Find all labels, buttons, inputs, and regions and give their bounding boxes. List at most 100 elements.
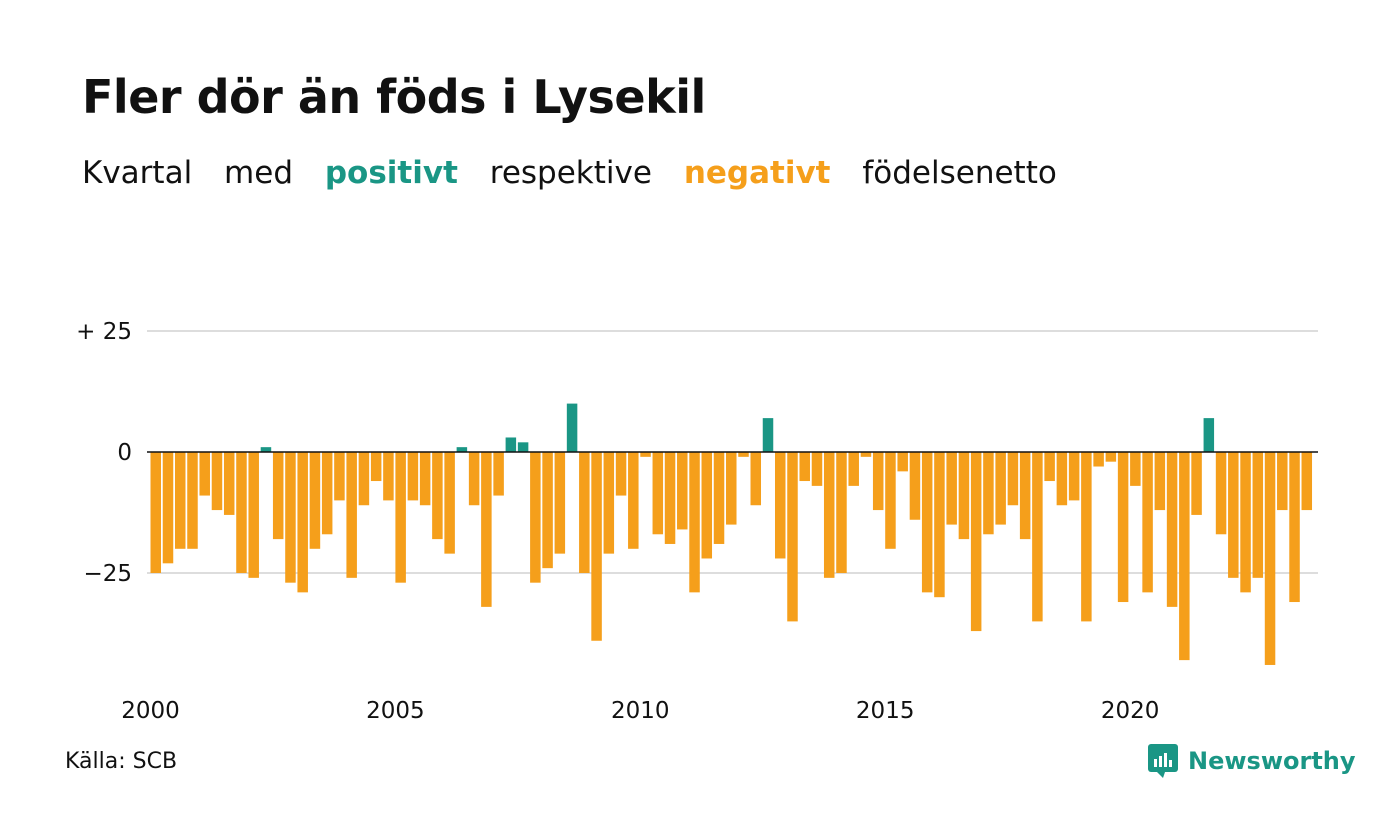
bar-negative [187, 452, 198, 549]
bar-negative [370, 452, 382, 482]
bar-negative [909, 452, 921, 520]
bar-negative [652, 452, 664, 535]
bar-negative [897, 452, 908, 472]
bar-negative [1228, 452, 1239, 578]
bar-negative [297, 452, 308, 593]
x-tick-label: 2010 [611, 698, 670, 724]
brand-logo[interactable]: Newsworthy [1148, 744, 1356, 778]
bar-negative [970, 452, 982, 632]
bar-negative [468, 452, 480, 506]
x-tick-label: 2005 [366, 698, 425, 724]
bar-negative [236, 452, 247, 573]
bar-negative [1215, 452, 1227, 535]
bar-chart: + 25 0 −25 2000 2005 2010 2015 2020 [76, 319, 1318, 724]
bar-negative [628, 452, 639, 549]
bar-negative [713, 452, 725, 544]
bar-negative [542, 452, 553, 569]
bar-negative [1105, 452, 1117, 462]
bar-negative [1117, 452, 1129, 603]
bar-negative [860, 452, 872, 457]
y-tick-label: 0 [117, 440, 132, 466]
bar-negative [223, 452, 235, 515]
bar-negative [444, 452, 455, 554]
bar-negative [1154, 452, 1166, 511]
bar-negative [1301, 452, 1313, 511]
bar-negative [787, 452, 798, 622]
bar-negative [640, 452, 651, 457]
y-tick-label: + 25 [76, 319, 132, 345]
subtitle-word: Kvartal [82, 155, 193, 191]
subtitle-word: födelsenetto [862, 155, 1057, 191]
bar-negative [419, 452, 431, 506]
x-tick-label: 2015 [856, 698, 915, 724]
bar-negative [701, 452, 713, 559]
bar-negative [1264, 452, 1276, 665]
bar-negative [1044, 452, 1055, 482]
bar-negative [750, 452, 762, 506]
bar-negative [407, 452, 419, 501]
bar-negative [272, 452, 284, 540]
subtitle-negative-label: negativt [683, 155, 831, 191]
bar-negative [481, 452, 492, 607]
bar-negative [395, 452, 406, 583]
bar-negative [162, 452, 174, 564]
bar-negative [677, 452, 688, 530]
bar-negative [321, 452, 333, 535]
bar-positive [762, 418, 774, 452]
bar-layer [150, 403, 1313, 665]
bar-negative [1007, 452, 1019, 506]
bar-negative [591, 452, 602, 641]
bar-negative [199, 452, 210, 496]
bar-negative [689, 452, 700, 593]
bar-negative [1277, 452, 1288, 511]
x-tick-label: 2000 [121, 698, 180, 724]
bar-negative [726, 452, 737, 525]
subtitle-word: med [224, 155, 293, 191]
newsworthy-logo-icon [1148, 744, 1178, 778]
source-note: Källa: SCB [65, 749, 178, 774]
subtitle-positive-label: positivt [324, 155, 458, 191]
bar-positive [1203, 418, 1215, 452]
bar-negative [799, 452, 810, 482]
bar-negative [432, 452, 443, 540]
bar-negative [811, 452, 823, 486]
bar-negative [1142, 452, 1153, 593]
bar-negative [346, 452, 357, 578]
bar-negative [1130, 452, 1141, 486]
bar-negative [174, 452, 186, 549]
bar-negative [1019, 452, 1031, 540]
bar-negative [1093, 452, 1104, 467]
bar-negative [848, 452, 859, 486]
bar-negative [664, 452, 676, 544]
bar-negative [983, 452, 994, 535]
bar-negative [211, 452, 223, 511]
bar-negative [383, 452, 394, 501]
bar-negative [603, 452, 615, 554]
chart-subtitle: Kvartal med positivt respektive negativt… [82, 155, 1079, 191]
bar-negative [615, 452, 627, 496]
bar-negative [934, 452, 945, 598]
axis-layer: + 25 0 −25 2000 2005 2010 2015 2020 [76, 319, 1318, 724]
bar-positive [456, 447, 468, 452]
bar-negative [1081, 452, 1092, 622]
bar-negative [885, 452, 896, 549]
bar-negative [1068, 452, 1080, 501]
bar-positive [517, 442, 529, 452]
brand-name: Newsworthy [1188, 747, 1356, 775]
bar-negative [823, 452, 835, 578]
bar-negative [1166, 452, 1178, 607]
bar-negative [958, 452, 970, 540]
x-tick-label: 2020 [1101, 698, 1160, 724]
bar-negative [1289, 452, 1300, 603]
bar-negative [1056, 452, 1068, 506]
bar-positive [505, 437, 517, 452]
bar-negative [579, 452, 590, 573]
bar-negative [1252, 452, 1264, 578]
bar-negative [1240, 452, 1251, 593]
chart-title: Fler dör än föds i Lysekil [82, 70, 706, 124]
bar-negative [738, 452, 749, 457]
bar-negative [774, 452, 786, 559]
bar-negative [872, 452, 884, 511]
y-tick-label: −25 [83, 561, 132, 587]
bar-negative [248, 452, 259, 578]
